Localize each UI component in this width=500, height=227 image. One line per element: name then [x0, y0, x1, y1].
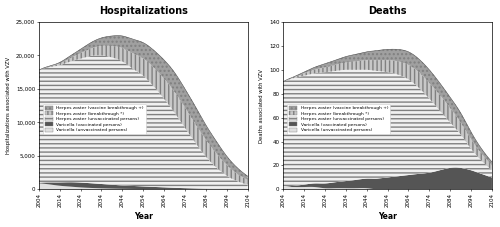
X-axis label: Year: Year	[378, 212, 397, 222]
Legend: Herpes zoster (vaccine breakthrough +), Herpes zoster (breakthrough *), Herpes z: Herpes zoster (vaccine breakthrough +), …	[288, 104, 390, 134]
Title: Deaths: Deaths	[368, 5, 407, 16]
Y-axis label: Deaths associated with VZV: Deaths associated with VZV	[258, 69, 264, 143]
Legend: Herpes zoster (vaccine breakthrough +), Herpes zoster (breakthrough *), Herpes z: Herpes zoster (vaccine breakthrough +), …	[43, 104, 146, 134]
Title: Hospitalizations: Hospitalizations	[99, 5, 188, 16]
X-axis label: Year: Year	[134, 212, 152, 222]
Y-axis label: Hospitalizations associated with VZV: Hospitalizations associated with VZV	[6, 57, 10, 154]
